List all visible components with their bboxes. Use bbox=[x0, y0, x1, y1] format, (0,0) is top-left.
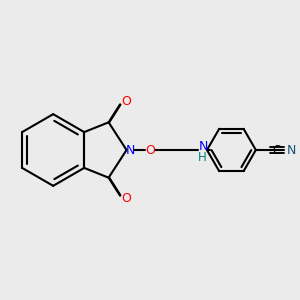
Text: N: N bbox=[199, 140, 208, 153]
Text: O: O bbox=[121, 192, 131, 206]
Text: O: O bbox=[121, 94, 131, 108]
Text: O: O bbox=[145, 143, 155, 157]
Text: C: C bbox=[273, 143, 281, 157]
Text: N: N bbox=[126, 143, 135, 157]
Text: N: N bbox=[287, 143, 296, 157]
Text: H: H bbox=[198, 151, 206, 164]
